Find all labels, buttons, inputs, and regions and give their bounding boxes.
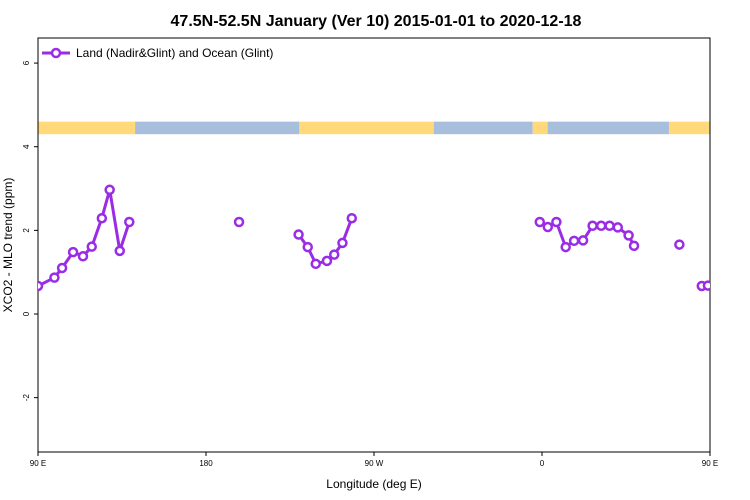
ocean-segment bbox=[433, 121, 533, 135]
y-tick-label: 2 bbox=[22, 228, 31, 233]
x-tick-label: 0 bbox=[540, 459, 545, 468]
data-point bbox=[534, 216, 546, 228]
data-point bbox=[628, 240, 640, 252]
data-point bbox=[56, 262, 68, 274]
data-point bbox=[77, 251, 89, 262]
data-point bbox=[302, 241, 313, 253]
data-point bbox=[337, 237, 348, 249]
land-segment bbox=[299, 121, 434, 135]
data-point bbox=[96, 212, 108, 224]
data-point bbox=[310, 258, 322, 270]
ocean-segment bbox=[547, 121, 669, 135]
data-point bbox=[328, 249, 340, 260]
data-point bbox=[577, 235, 589, 246]
data-point bbox=[702, 280, 710, 291]
y-tick-label: -2 bbox=[22, 394, 31, 402]
x-tick-label: 180 bbox=[199, 459, 213, 468]
data-point bbox=[587, 220, 598, 232]
chart-title: 47.5N-52.5N January (Ver 10) 2015-01-01 … bbox=[171, 13, 582, 30]
data-point bbox=[744, 252, 750, 260]
data-point bbox=[724, 264, 732, 272]
data-point bbox=[346, 212, 358, 224]
data-point bbox=[233, 216, 245, 228]
land-segment bbox=[38, 121, 136, 135]
y-tick-label: 4 bbox=[22, 144, 31, 149]
series-layer bbox=[38, 184, 750, 292]
legend-label: Land (Nadir&Glint) and Ocean (Glint) bbox=[76, 46, 273, 60]
data-point bbox=[560, 241, 571, 253]
y-tick-label: 6 bbox=[22, 60, 31, 65]
data-point bbox=[604, 220, 615, 232]
data-point bbox=[623, 230, 634, 241]
data-point bbox=[674, 239, 685, 250]
ocean-segment bbox=[714, 122, 750, 135]
land-ocean-strip bbox=[38, 121, 750, 135]
plot-frame bbox=[37, 37, 711, 453]
data-point bbox=[551, 216, 562, 228]
x-axis: 90 E 180 90 W 0 90 E bbox=[30, 452, 718, 468]
x-tick-label: 90 E bbox=[702, 459, 718, 468]
x-tick-label: 90 W bbox=[365, 459, 384, 468]
data-point bbox=[612, 222, 624, 233]
data-point bbox=[716, 274, 724, 282]
data-point bbox=[104, 184, 115, 196]
series-line bbox=[701, 282, 710, 288]
series-line bbox=[38, 188, 131, 288]
land-segment bbox=[532, 121, 548, 135]
y-axis-label: XCO2 - MLO trend (ppm) bbox=[1, 178, 15, 313]
data-point bbox=[542, 221, 554, 233]
legend-marker bbox=[50, 47, 62, 59]
data-point bbox=[114, 245, 126, 257]
data-point bbox=[735, 248, 743, 256]
y-tick-label: 0 bbox=[22, 311, 31, 316]
land-segment bbox=[668, 121, 710, 135]
x-axis-label: Longitude (deg E) bbox=[326, 477, 421, 491]
x-tick-label: 90 E bbox=[30, 459, 46, 468]
data-point bbox=[595, 220, 607, 232]
data-point bbox=[67, 246, 79, 258]
y-axis: -2 0 2 4 6 bbox=[22, 60, 38, 401]
data-point bbox=[49, 272, 60, 283]
data-point bbox=[568, 235, 580, 247]
data-point bbox=[293, 229, 304, 240]
data-point bbox=[86, 241, 98, 252]
data-point bbox=[321, 255, 333, 267]
data-point bbox=[38, 280, 44, 292]
data-point bbox=[124, 216, 135, 228]
ocean-segment bbox=[135, 121, 300, 135]
legend: Land (Nadir&Glint) and Ocean (Glint) bbox=[42, 46, 273, 60]
